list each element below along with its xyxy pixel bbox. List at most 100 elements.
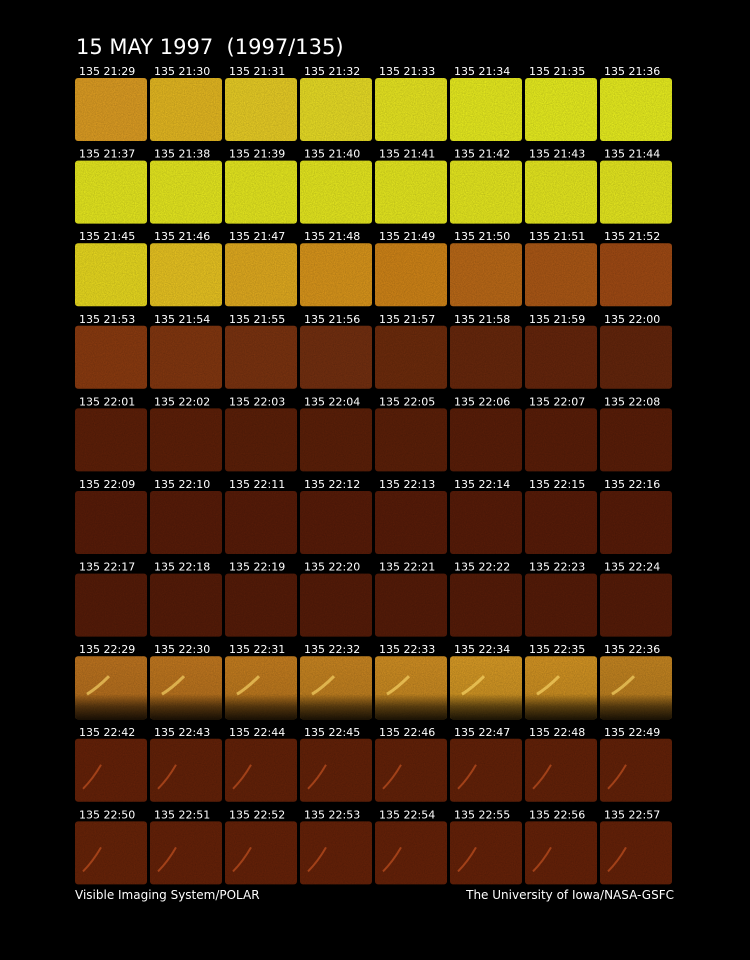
tile-grain: [450, 408, 522, 472]
tile-label: 135 22:48: [529, 726, 585, 739]
tile-grain: [150, 160, 222, 224]
tile-label: 135 22:43: [154, 726, 210, 739]
tile-label: 135 22:11: [229, 478, 285, 491]
aurora-arc: [461, 675, 486, 696]
aurora-arc: [86, 675, 111, 696]
tile-grain: [300, 243, 372, 307]
aurora-arc: [161, 675, 186, 696]
footer-left: Visible Imaging System/POLAR: [75, 888, 260, 902]
aurora-arc: [232, 846, 252, 873]
tile-label: 135 22:56: [529, 808, 585, 821]
tile-label: 135 22:55: [454, 808, 510, 821]
tile-label: 135 21:32: [304, 65, 360, 78]
title: 15 MAY 1997 (1997/135): [76, 35, 344, 59]
tile-grain: [375, 573, 447, 637]
aurora-arc: [536, 675, 561, 696]
tile-label: 135 22:24: [604, 561, 660, 574]
tile-grain: [525, 243, 597, 307]
tile-label: 135 22:13: [379, 478, 435, 491]
tile-grain: [450, 160, 522, 224]
tile-grain: [600, 821, 672, 885]
tile-grain: [525, 408, 597, 472]
tile-grain: [225, 408, 297, 472]
tile-label: 135 22:22: [454, 561, 510, 574]
tile-grain: [525, 491, 597, 554]
tile-label: 135 22:45: [304, 726, 360, 739]
tile-grain: [150, 408, 222, 472]
tile-label: 135 21:55: [229, 313, 285, 326]
aurora-arc: [457, 846, 477, 873]
tile-label: 135 21:37: [79, 148, 135, 161]
tile-grain: [525, 573, 597, 637]
aurora-arc: [307, 846, 327, 873]
tile-label: 135 21:33: [379, 65, 435, 78]
tile-label: 135 22:07: [529, 395, 585, 408]
tile-label: 135 21:35: [529, 65, 585, 78]
aurora-arc: [82, 764, 102, 790]
tile-shadow: [225, 656, 297, 720]
tile-grain: [300, 408, 372, 472]
tile-grain: [300, 491, 372, 554]
tile-grain: [600, 325, 672, 389]
tile-grain: [225, 78, 297, 141]
aurora-arc: [382, 846, 402, 873]
tile-label: 135 22:00: [604, 313, 660, 326]
tile-label: 135 22:17: [79, 561, 135, 574]
tile-label: 135 22:21: [379, 561, 435, 574]
tile-grain: [300, 573, 372, 637]
tile-grain: [300, 160, 372, 224]
tile-label: 135 22:14: [454, 478, 510, 491]
tile-grain: [525, 821, 597, 885]
tile-grain: [600, 78, 672, 141]
tile-grain: [375, 408, 447, 472]
tile-label: 135 22:29: [79, 643, 135, 656]
tile-grain: [450, 491, 522, 554]
aurora-arc: [382, 764, 402, 790]
tile-grain: [525, 160, 597, 224]
tile-grain: [375, 738, 447, 802]
tile-label: 135 22:10: [154, 478, 210, 491]
tile-grain: [600, 243, 672, 307]
tile-grain: [225, 243, 297, 307]
tile-label: 135 21:59: [529, 313, 585, 326]
tile-grain: [75, 821, 147, 885]
tile-label: 135 22:33: [379, 643, 435, 656]
tile-label: 135 22:18: [154, 561, 210, 574]
aurora-arc: [611, 675, 636, 696]
tile-grain: [600, 573, 672, 637]
tile-grain: [75, 408, 147, 472]
tile-label: 135 21:51: [529, 230, 585, 243]
tile-grain: [225, 573, 297, 637]
tile-label: 135 22:19: [229, 561, 285, 574]
tile-label: 135 22:12: [304, 478, 360, 491]
tile-grain: [450, 738, 522, 802]
tile-grain: [150, 325, 222, 389]
tile-grain: [450, 821, 522, 885]
tile-label: 135 21:40: [304, 148, 360, 161]
tile-label: 135 21:56: [304, 313, 360, 326]
aurora-arc: [232, 764, 252, 790]
tile-grain: [225, 821, 297, 885]
tile-label: 135 22:16: [604, 478, 660, 491]
tile-label: 135 22:31: [229, 643, 285, 656]
tile-grain: [525, 738, 597, 802]
tile-label: 135 21:34: [454, 65, 510, 78]
tile-grain: [600, 160, 672, 224]
tile-grain: [225, 491, 297, 554]
tile-label: 135 22:35: [529, 643, 585, 656]
tile-grain: [600, 408, 672, 472]
tile-grain: [150, 738, 222, 802]
tile-grain: [150, 573, 222, 637]
tile-grain: [600, 738, 672, 802]
tile-grain: [75, 78, 147, 141]
aurora-arc: [386, 675, 411, 696]
tile-shadow: [150, 656, 222, 720]
tile-label: 135 21:41: [379, 148, 435, 161]
tile-label: 135 21:54: [154, 313, 210, 326]
tile-grain: [600, 491, 672, 554]
tile-grain: [150, 821, 222, 885]
tile-label: 135 21:42: [454, 148, 510, 161]
tile-label: 135 22:42: [79, 726, 135, 739]
aurora-arc: [236, 675, 261, 696]
